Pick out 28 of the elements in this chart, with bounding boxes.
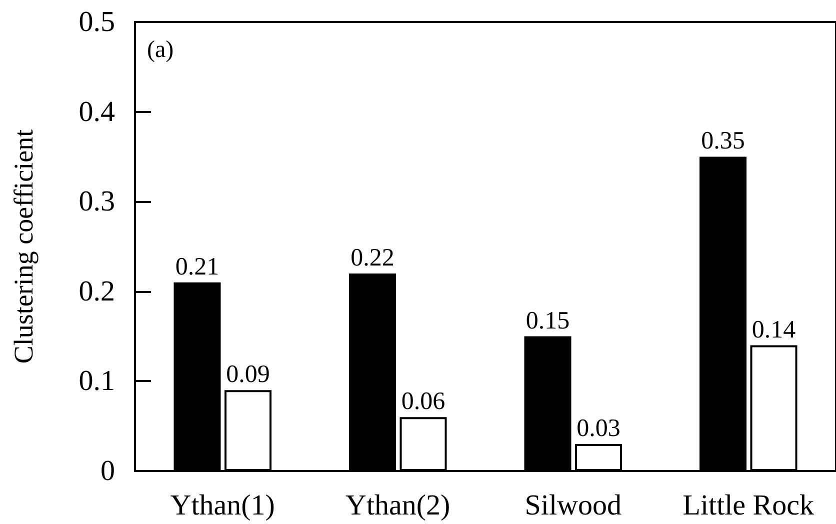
bar (524, 336, 572, 471)
data-label: 0.06 (401, 388, 446, 416)
y-tick-label: 0.5 (78, 6, 115, 38)
x-tick-label: Little Rock (682, 490, 815, 522)
bar (400, 417, 447, 471)
data-label: 0.03 (576, 415, 620, 442)
bar (750, 345, 798, 471)
y-tick-label: 0.3 (78, 186, 115, 218)
data-label: 0.09 (226, 361, 270, 388)
y-tick-label: 0.2 (78, 275, 115, 308)
y-axis-title: Clustering coefficient (8, 128, 38, 364)
data-label: 0.21 (175, 253, 220, 280)
data-label: 0.22 (350, 244, 394, 272)
data-label: 0.14 (752, 316, 796, 344)
bar (348, 273, 396, 471)
x-tick-label: Ythan(2) (346, 490, 450, 522)
data-label: 0.35 (701, 128, 745, 155)
bar (224, 390, 272, 471)
x-tick-label: Ythan(1) (170, 490, 275, 522)
bar (174, 282, 221, 471)
bar (575, 444, 622, 471)
x-tick-label: Silwood (524, 490, 622, 522)
bar (699, 156, 746, 471)
y-tick-label: 0.4 (78, 96, 116, 128)
annotation: (a) (147, 37, 174, 63)
data-label: 0.15 (526, 307, 570, 334)
y-tick-label: 0 (100, 455, 115, 487)
y-tick-label: 0.1 (78, 365, 115, 398)
